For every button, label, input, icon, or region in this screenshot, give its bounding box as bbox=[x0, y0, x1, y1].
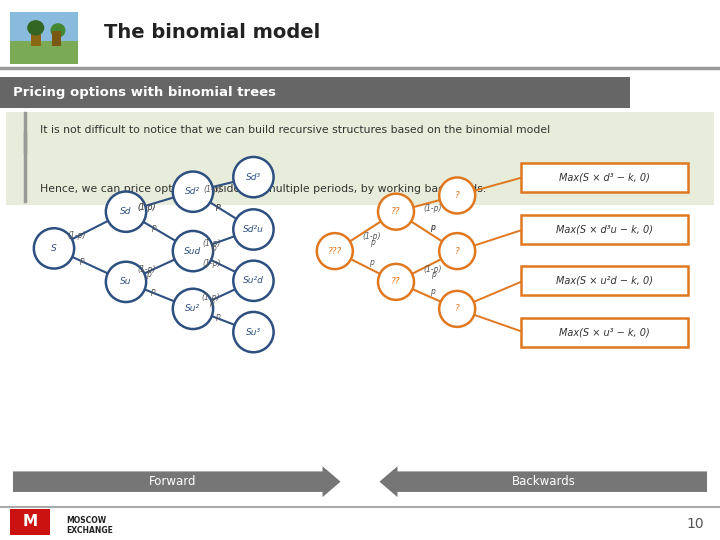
Ellipse shape bbox=[317, 233, 353, 269]
Text: (1-p): (1-p) bbox=[423, 265, 441, 274]
Text: EXCHANGE: EXCHANGE bbox=[66, 526, 113, 535]
Text: Max(S × d³u − k, 0): Max(S × d³u − k, 0) bbox=[556, 225, 653, 234]
Text: p: p bbox=[145, 270, 150, 279]
FancyArrow shape bbox=[379, 466, 707, 497]
Text: ?: ? bbox=[455, 305, 459, 313]
Bar bbox=[10, 12, 78, 40]
Ellipse shape bbox=[233, 157, 274, 197]
Ellipse shape bbox=[233, 312, 274, 352]
Text: (1-p): (1-p) bbox=[202, 239, 221, 247]
Text: Max(S × d³ − k, 0): Max(S × d³ − k, 0) bbox=[559, 172, 650, 182]
Ellipse shape bbox=[439, 291, 475, 327]
Text: p: p bbox=[215, 202, 220, 211]
Text: p: p bbox=[150, 287, 155, 295]
Text: (1-p): (1-p) bbox=[138, 202, 156, 212]
Text: p: p bbox=[215, 312, 220, 321]
Text: (1-p): (1-p) bbox=[423, 205, 441, 213]
Text: Max(S × u²d − k, 0): Max(S × u²d − k, 0) bbox=[556, 276, 653, 286]
Ellipse shape bbox=[233, 261, 274, 301]
Text: p: p bbox=[79, 256, 84, 265]
Text: p: p bbox=[151, 222, 156, 232]
Ellipse shape bbox=[439, 178, 475, 213]
Text: p: p bbox=[430, 222, 435, 232]
Text: M: M bbox=[22, 514, 37, 529]
Text: 10: 10 bbox=[687, 517, 704, 531]
Bar bbox=[0, 77, 630, 108]
Ellipse shape bbox=[34, 228, 74, 268]
FancyBboxPatch shape bbox=[521, 163, 688, 192]
Text: Sd: Sd bbox=[120, 207, 132, 216]
Ellipse shape bbox=[233, 210, 274, 249]
Ellipse shape bbox=[439, 233, 475, 269]
Text: ??: ?? bbox=[391, 278, 401, 286]
Text: Pricing options with binomial trees: Pricing options with binomial trees bbox=[13, 86, 276, 99]
Ellipse shape bbox=[173, 231, 213, 271]
Text: (1-p): (1-p) bbox=[202, 259, 221, 268]
Ellipse shape bbox=[173, 172, 213, 212]
Text: Su²d: Su²d bbox=[243, 276, 264, 285]
Text: Hence, we can price options considering multiple periods, by working backwards.: Hence, we can price options considering … bbox=[40, 184, 486, 194]
Text: Forward: Forward bbox=[149, 475, 197, 488]
Bar bbox=[10, 40, 78, 64]
Ellipse shape bbox=[173, 289, 213, 329]
Text: Backwards: Backwards bbox=[512, 475, 575, 488]
Text: ?: ? bbox=[455, 191, 459, 200]
Text: ?: ? bbox=[455, 247, 459, 255]
Text: Su³: Su³ bbox=[246, 328, 261, 336]
Text: Sd²u: Sd²u bbox=[243, 225, 264, 234]
Text: Max(S × u³ − k, 0): Max(S × u³ − k, 0) bbox=[559, 327, 650, 337]
Text: The binomial model: The binomial model bbox=[104, 23, 320, 42]
Text: (1-p): (1-p) bbox=[68, 231, 86, 240]
FancyBboxPatch shape bbox=[521, 266, 688, 295]
Text: p: p bbox=[430, 222, 435, 232]
FancyArrow shape bbox=[13, 466, 341, 497]
Text: p: p bbox=[369, 258, 374, 267]
Bar bbox=[6, 112, 714, 205]
Text: (1-p): (1-p) bbox=[362, 232, 380, 241]
Text: Sd²: Sd² bbox=[185, 187, 201, 196]
Ellipse shape bbox=[106, 192, 146, 232]
Bar bbox=[53, 31, 60, 46]
Text: p: p bbox=[210, 299, 214, 307]
Text: (1-p): (1-p) bbox=[204, 185, 222, 194]
Text: p: p bbox=[431, 270, 436, 279]
FancyBboxPatch shape bbox=[521, 215, 688, 244]
Text: Su²: Su² bbox=[185, 305, 201, 313]
Ellipse shape bbox=[50, 23, 66, 38]
Text: p: p bbox=[211, 244, 215, 253]
Text: p: p bbox=[215, 202, 220, 211]
Ellipse shape bbox=[378, 194, 414, 230]
FancyBboxPatch shape bbox=[521, 318, 688, 347]
Ellipse shape bbox=[378, 264, 414, 300]
Text: p: p bbox=[370, 238, 375, 247]
Text: Sud: Sud bbox=[184, 247, 202, 255]
Text: p: p bbox=[430, 287, 435, 295]
Ellipse shape bbox=[27, 20, 45, 36]
Text: Sd³: Sd³ bbox=[246, 173, 261, 181]
Ellipse shape bbox=[106, 262, 146, 302]
Text: It is not difficult to notice that we can build recursive structures based on th: It is not difficult to notice that we ca… bbox=[40, 125, 550, 134]
Bar bbox=[30, 30, 41, 46]
Text: ???: ??? bbox=[328, 247, 342, 255]
Text: Su: Su bbox=[120, 278, 132, 286]
Text: (1-p): (1-p) bbox=[138, 265, 156, 274]
Text: MOSCOW: MOSCOW bbox=[66, 516, 107, 525]
Text: ??: ?? bbox=[391, 207, 401, 216]
Text: S: S bbox=[51, 244, 57, 253]
Text: (1-p): (1-p) bbox=[138, 202, 156, 212]
Text: (1-p): (1-p) bbox=[201, 293, 220, 302]
